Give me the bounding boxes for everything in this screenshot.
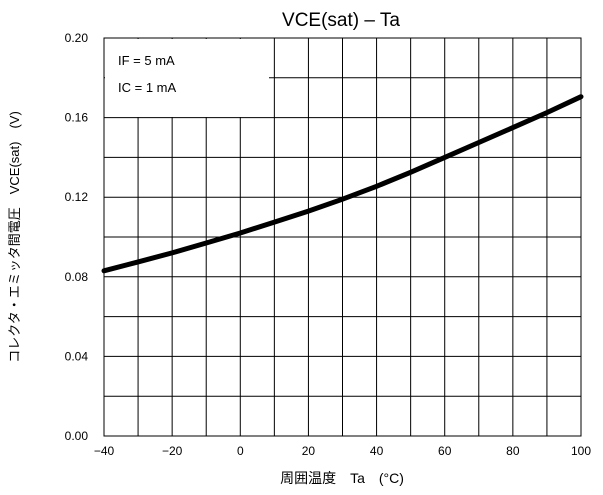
x-axis-label: 周囲温度 Ta (°C) [280, 470, 404, 486]
x-tick-label: −40 [94, 444, 115, 458]
x-tick-label: 0 [237, 444, 244, 458]
y-tick-label: 0.20 [65, 31, 89, 45]
x-tick-label: 20 [302, 444, 316, 458]
y-tick-label: 0.08 [65, 270, 89, 284]
annotation-box [105, 39, 269, 117]
y-tick-label: 0.00 [65, 429, 89, 443]
x-tick-label: 80 [506, 444, 520, 458]
y-tick-label: 0.04 [65, 349, 89, 363]
x-tick-label: −20 [162, 444, 183, 458]
y-axis-label: コレクタ・エミッタ間電圧 VCE(sat) (V) [7, 111, 22, 363]
plot-area: IF = 5 mA IC = 1 mA [101, 37, 584, 437]
annotation-ic: IC = 1 mA [118, 80, 176, 95]
y-tick-label: 0.16 [65, 111, 89, 125]
x-tick-label: 100 [571, 444, 591, 458]
x-tick-label: 40 [370, 444, 384, 458]
x-tick-label: 60 [438, 444, 452, 458]
y-tick-labels: 0.00 0.04 0.08 0.12 0.16 0.20 [65, 31, 89, 443]
annotation-if: IF = 5 mA [118, 53, 175, 68]
chart-title: VCE(sat) – Ta [282, 10, 400, 31]
series-line-vce-sat [101, 94, 584, 274]
x-tick-labels: −40 −20 0 20 40 60 80 100 [94, 444, 592, 458]
y-tick-label: 0.12 [65, 190, 89, 204]
